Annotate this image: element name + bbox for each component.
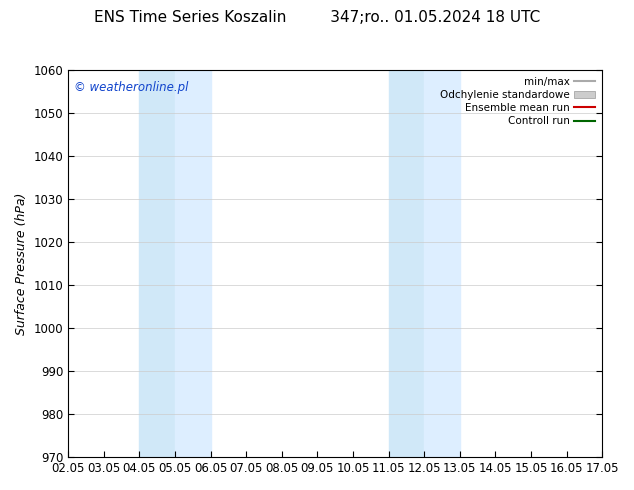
Bar (139, 70, 175, 457)
Bar (175, 70, 210, 457)
Bar (424, 70, 460, 457)
Bar (389, 70, 424, 457)
Text: © weatheronline.pl: © weatheronline.pl (74, 81, 188, 94)
Text: ENS Time Series Koszalin         347;ro.. 01.05.2024 18 UTC: ENS Time Series Koszalin 347;ro.. 01.05.… (94, 10, 540, 25)
Y-axis label: Surface Pressure (hPa): Surface Pressure (hPa) (15, 192, 28, 335)
Legend: min/max, Odchylenie standardowe, Ensemble mean run, Controll run: min/max, Odchylenie standardowe, Ensembl… (436, 73, 599, 130)
